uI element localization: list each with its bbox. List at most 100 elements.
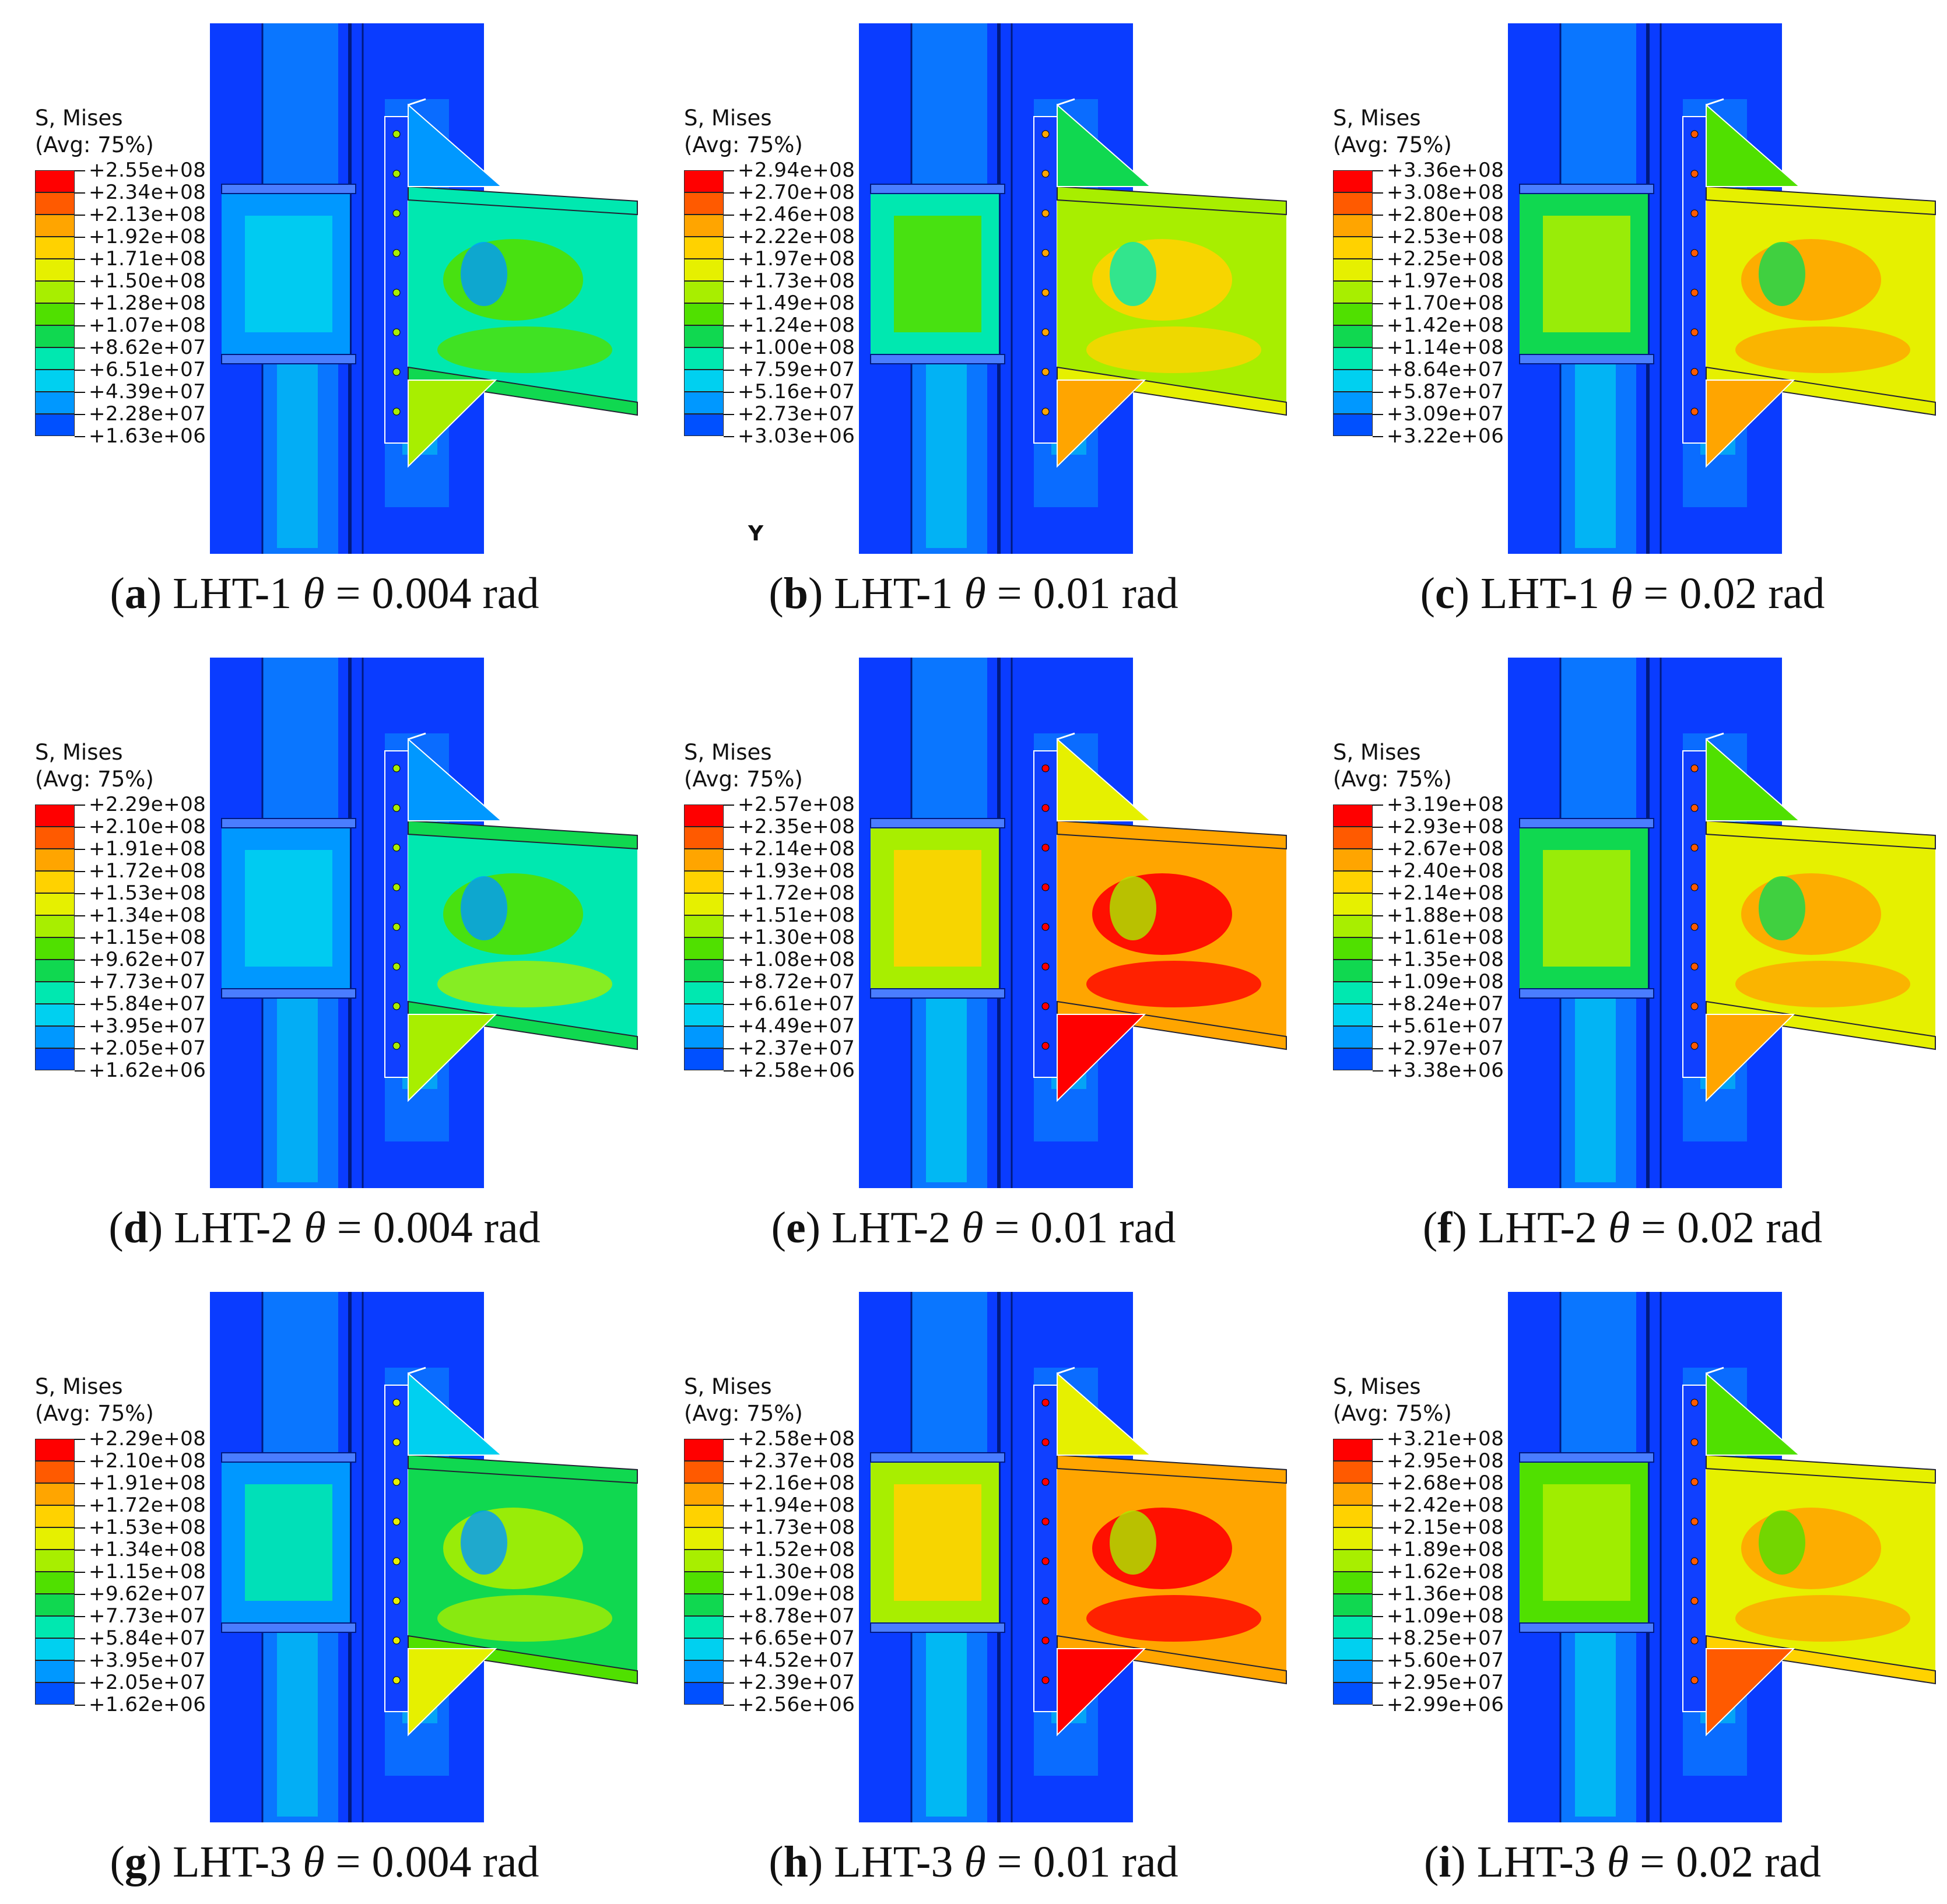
- legend-value: +1.92e+08: [89, 225, 206, 248]
- legend-tick: [724, 1616, 734, 1617]
- panel-zone: [1519, 1452, 1654, 1633]
- legend-swatch: [35, 325, 75, 347]
- legend-tick: [1373, 849, 1383, 850]
- legend-value: +2.35e+08: [738, 815, 855, 838]
- legend-swatch: [684, 1026, 724, 1048]
- caption-theta-symbol: θ: [304, 1203, 326, 1252]
- legend-tick: [1373, 370, 1383, 371]
- legend-swatch: [35, 960, 75, 982]
- legend-scale: +3.36e+08 +3.08e+08 +2.80e+08 +2.53e+08 +2.2…: [1333, 160, 1566, 452]
- legend-tick: [1373, 827, 1383, 828]
- legend-scale: +3.19e+08 +2.93e+08 +2.67e+08 +2.40e+08 +2.1…: [1333, 795, 1566, 1087]
- legend-value: +3.95e+07: [89, 1649, 206, 1672]
- legend-value: +8.72e+07: [738, 970, 855, 993]
- legend-scale: +2.55e+08 +2.34e+08 +2.13e+08 +1.92e+08 +1.7…: [35, 160, 268, 452]
- legend-value: +2.95e+07: [1387, 1671, 1504, 1694]
- legend-value: +2.93e+08: [1387, 815, 1504, 838]
- legend-value: +3.22e+06: [1387, 424, 1504, 448]
- caption-theta-symbol: θ: [1606, 1838, 1629, 1887]
- legend-scale: +2.29e+08 +2.10e+08 +1.91e+08 +1.72e+08 +1.5…: [35, 1427, 268, 1721]
- caption-theta-symbol: θ: [1608, 1203, 1630, 1252]
- legend-swatch: [684, 237, 724, 259]
- legend-swatch: [35, 1439, 75, 1461]
- legend-averaging: (Avg: 75%): [684, 767, 803, 792]
- rib-stiffeners: [1706, 98, 1801, 468]
- legend-swatch: [684, 960, 724, 982]
- panel-f: S, Mises (Avg: 75%) +3.19e+08 +2.93e+08 +2.6…: [1298, 634, 1947, 1269]
- rib-stiffeners: [1706, 732, 1801, 1102]
- legend-tick: [75, 1461, 85, 1462]
- legend-value: +1.08e+08: [738, 948, 855, 971]
- legend-tick: [724, 436, 734, 437]
- legend-swatch: [35, 849, 75, 871]
- legend-swatch: [1333, 1594, 1373, 1616]
- legend-tick: [724, 237, 734, 238]
- legend-tick: [75, 1616, 85, 1617]
- legend-tick: [724, 303, 734, 304]
- legend-swatch: [684, 1616, 724, 1638]
- legend-swatch: [1333, 1550, 1373, 1572]
- legend-swatch: [1333, 1527, 1373, 1550]
- legend-tick: [1373, 192, 1383, 194]
- legend-tick: [724, 192, 734, 194]
- caption-unit: rad: [482, 1838, 539, 1887]
- panel-caption: (f) LHT-2 θ = 0.02 rad: [1422, 1203, 1823, 1252]
- legend-swatch: [1333, 1682, 1373, 1705]
- legend-tick: [724, 1070, 734, 1072]
- legend-swatch: [35, 1461, 75, 1483]
- legend-value: +1.89e+08: [1387, 1538, 1504, 1561]
- legend-tick: [75, 893, 85, 894]
- legend-value: +8.24e+07: [1387, 992, 1504, 1016]
- legend-averaging: (Avg: 75%): [1333, 132, 1452, 157]
- legend-value: +1.72e+08: [89, 1494, 206, 1517]
- caption-equals: =: [1643, 569, 1669, 618]
- legend-tick: [724, 347, 734, 349]
- rib-stiffeners: [1057, 1366, 1152, 1737]
- legend-tick: [1373, 1527, 1383, 1529]
- caption-rotation-value: 0.02: [1676, 1838, 1753, 1887]
- legend-value: +1.34e+08: [89, 1538, 206, 1561]
- legend-swatch: [1333, 805, 1373, 827]
- legend-tick: [724, 1572, 734, 1573]
- panel-zone: [870, 1452, 1005, 1633]
- legend-value: +6.65e+07: [738, 1627, 855, 1650]
- legend-tick: [75, 1004, 85, 1005]
- legend-swatch: [35, 281, 75, 303]
- panel-c: S, Mises (Avg: 75%) +3.36e+08 +3.08e+08 +2.8…: [1298, 0, 1947, 634]
- legend-swatch: [684, 1594, 724, 1616]
- legend-title: S, Mises: [35, 1374, 123, 1399]
- panel-g: S, Mises (Avg: 75%) +2.29e+08 +2.10e+08 +1.9…: [0, 1269, 649, 1903]
- legend-scale: +3.21e+08 +2.95e+08 +2.68e+08 +2.42e+08 +2.1…: [1333, 1429, 1566, 1721]
- legend-swatch: [684, 1550, 724, 1572]
- legend-value: +2.94e+08: [738, 159, 855, 182]
- legend-value: +1.72e+08: [738, 881, 855, 905]
- legend-averaging: (Avg: 75%): [1333, 1401, 1452, 1426]
- legend-swatch: [35, 871, 75, 893]
- stress-legend: S, Mises (Avg: 75%) +2.29e+08 +2.10e+08 +1.9…: [35, 1373, 268, 1721]
- legend-title: S, Mises: [684, 740, 772, 765]
- legend-tick: [75, 259, 85, 260]
- legend-tick: [75, 370, 85, 371]
- legend-tick: [724, 915, 734, 916]
- legend-value: +2.29e+08: [89, 1427, 206, 1450]
- caption-equals: =: [994, 1203, 1020, 1252]
- legend-tick: [724, 849, 734, 850]
- legend-swatch: [684, 303, 724, 325]
- legend-swatch: [1333, 414, 1373, 436]
- fea-contour-plot: [210, 23, 638, 554]
- caption-theta-symbol: θ: [964, 1838, 986, 1887]
- legend-value: +1.07e+08: [89, 314, 206, 337]
- legend-swatch: [35, 1026, 75, 1048]
- legend-swatch: [35, 915, 75, 937]
- legend-swatch: [684, 215, 724, 237]
- axis-triad-label: Y: [748, 522, 764, 546]
- legend-tick: [75, 827, 85, 828]
- panel-zone: [221, 184, 356, 364]
- legend-swatch: [35, 1527, 75, 1550]
- caption-equals: =: [335, 569, 361, 618]
- fea-contour-plot: [1508, 658, 1936, 1188]
- legend-swatch: [684, 915, 724, 937]
- fea-contour-plot: [210, 658, 638, 1188]
- legend-value: +3.09e+07: [1387, 402, 1504, 426]
- legend-tick: [75, 170, 85, 171]
